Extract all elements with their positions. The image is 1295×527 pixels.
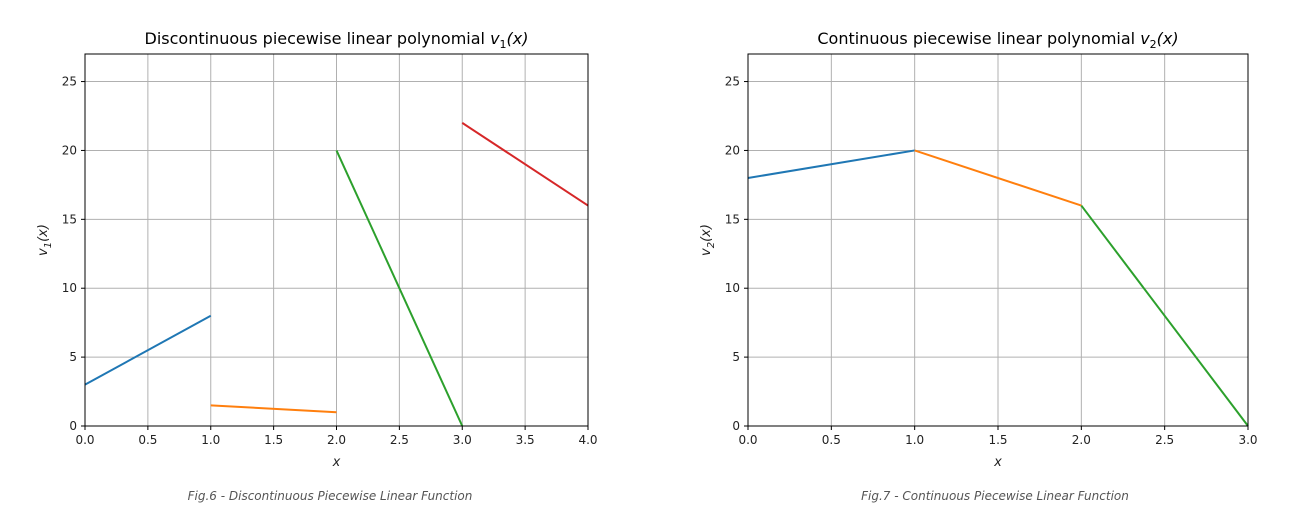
y-tick-label: 15 (725, 212, 740, 226)
chart-title-sub: 1 (500, 38, 507, 51)
y-axis-label-sub: 1 (43, 242, 54, 248)
chart-title-text: Discontinuous piecewise linear polynomia… (145, 29, 491, 48)
y-axis-label-var: v (36, 248, 51, 256)
chart-title-var: v (1140, 29, 1150, 48)
series-line-0 (747, 149, 915, 179)
series-line-1 (210, 404, 337, 414)
series-line-2 (1080, 204, 1249, 427)
y-tick-label: 5 (69, 350, 77, 364)
y-axis-label: v1(x) (36, 224, 54, 256)
x-tick-label: 2.0 (1072, 433, 1091, 447)
series-line-2 (335, 150, 464, 427)
x-tick-label: 0.0 (738, 433, 757, 447)
x-tick-label: 3.0 (1238, 433, 1257, 447)
chart-title-sub: 2 (1150, 38, 1157, 51)
chart-discontinuous: 0.0 0.5 1.0 1.5 2.0 2.5 3.0 3.5 4.0 0 5 10 15 20 25 Dis… (36, 29, 598, 503)
y-axis-label: v2(x) (699, 224, 717, 256)
figure-caption: Fig.7 - Continuous Piecewise Linear Func… (861, 489, 1129, 503)
y-tick-label: 15 (62, 212, 77, 226)
x-tick-label: 4.0 (578, 433, 597, 447)
y-tick-label: 20 (725, 143, 740, 157)
y-axis-label-var: v (699, 248, 714, 256)
x-tick-label: 1.0 (905, 433, 924, 447)
chart-title-var: v (490, 29, 500, 48)
x-axis-label: x (993, 455, 1002, 470)
x-tick-label: 1.5 (988, 433, 1007, 447)
y-tick-label: 0 (69, 419, 77, 433)
x-axis-label: x (332, 455, 341, 470)
x-tick-label: 0.5 (822, 433, 841, 447)
series-line-3 (461, 122, 589, 207)
y-tick-label: 20 (62, 143, 77, 157)
x-tick-label: 3.0 (453, 433, 472, 447)
y-tick-label: 0 (732, 419, 740, 433)
x-tick-label: 2.5 (1155, 433, 1174, 447)
y-axis-label-sub: 2 (706, 242, 717, 248)
chart-title-text: Continuous piecewise linear polynomial (817, 29, 1140, 48)
y-axis-label-arg: (x) (36, 224, 51, 242)
y-tick-label: 10 (725, 281, 740, 295)
x-tick-label: 1.0 (201, 433, 220, 447)
y-tick-label: 10 (62, 281, 77, 295)
y-tick-label: 25 (62, 75, 77, 89)
chart-title-arg: (x) (507, 29, 529, 48)
x-tick-label: 1.5 (264, 433, 283, 447)
x-tick-label: 0.5 (138, 433, 157, 447)
x-tick-label: 3.5 (516, 433, 535, 447)
chart-title-arg: (x) (1157, 29, 1179, 48)
series-line-0 (84, 314, 212, 386)
x-tick-label: 2.5 (390, 433, 409, 447)
y-tick-label: 25 (725, 75, 740, 89)
figure-caption: Fig.6 - Discontinuous Piecewise Linear F… (188, 489, 473, 503)
x-tick-label: 0.0 (75, 433, 94, 447)
chart-title: Discontinuous piecewise linear polynomia… (145, 29, 529, 51)
chart-continuous: 0.0 0.5 1.0 1.5 2.0 2.5 3.0 0 5 10 15 20 25 Continuou… (699, 29, 1258, 503)
chart-title: Continuous piecewise linear polynomial v… (817, 29, 1178, 51)
series-line-1 (914, 149, 1082, 207)
x-tick-label: 2.0 (327, 433, 346, 447)
y-tick-label: 5 (732, 350, 740, 364)
y-axis-label-arg: (x) (699, 224, 714, 242)
